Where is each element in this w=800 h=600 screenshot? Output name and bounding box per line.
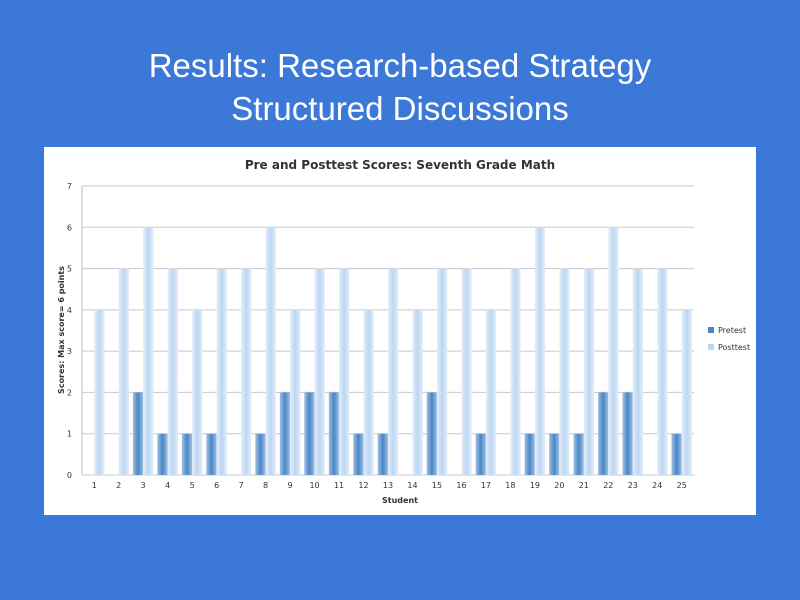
- bar-pretest-17: [475, 433, 486, 475]
- chart-panel: Pre and Posttest Scores: Seventh Grade M…: [44, 147, 756, 515]
- bar-pretest-9: [279, 392, 291, 475]
- slide-title: Results: Research-based Strategy Structu…: [0, 44, 800, 130]
- bar-pretest-12: [353, 433, 364, 475]
- bar-pretest-21: [573, 433, 584, 475]
- y-axis-title: Scores: Max score= 6 points: [57, 266, 66, 394]
- bar-pretest-15: [426, 392, 437, 475]
- x-tick-label: 12: [358, 481, 368, 490]
- bar-posttest-2: [118, 268, 130, 475]
- x-tick-label: 24: [652, 481, 662, 490]
- bar-posttest-18: [510, 268, 521, 475]
- bar-posttest-1: [94, 309, 105, 475]
- bar-posttest-8: [265, 227, 276, 475]
- y-tick-label: 1: [67, 430, 72, 439]
- bar-posttest-13: [388, 268, 399, 475]
- y-tick-label: 7: [67, 182, 72, 191]
- bar-posttest-23: [632, 268, 644, 475]
- chart-title: Pre and Posttest Scores: Seventh Grade M…: [245, 158, 555, 172]
- bar-posttest-15: [436, 268, 448, 475]
- bar-posttest-20: [559, 268, 570, 475]
- x-tick-label: 15: [432, 481, 442, 490]
- x-tick-label: 2: [116, 481, 121, 490]
- x-tick-label: 17: [481, 481, 491, 490]
- bar-pretest-4: [157, 433, 168, 475]
- x-tick-label: 7: [239, 481, 244, 490]
- bar-posttest-3: [143, 227, 154, 475]
- x-tick-label: 8: [263, 481, 268, 490]
- y-tick-label: 0: [67, 471, 72, 480]
- legend: Pretest Posttest: [708, 326, 750, 352]
- bar-pretest-5: [181, 433, 193, 475]
- bar-pretest-6: [206, 433, 217, 475]
- bar-pretest-13: [377, 433, 388, 475]
- bar-pretest-25: [671, 433, 682, 475]
- slide-title-line-2: Structured Discussions: [231, 90, 569, 127]
- x-tick-label: 25: [677, 481, 687, 490]
- legend-swatch-pretest: [708, 327, 714, 333]
- bar-pretest-19: [524, 433, 535, 475]
- x-tick-label: 18: [505, 481, 515, 490]
- x-tick-label: 21: [579, 481, 589, 490]
- bar-posttest-9: [290, 309, 301, 475]
- x-tick-label: 22: [603, 481, 613, 490]
- y-tick-label: 4: [67, 306, 72, 315]
- x-tick-label: 4: [165, 481, 170, 490]
- bar-posttest-10: [314, 268, 325, 475]
- bar-posttest-6: [216, 268, 227, 475]
- x-tick-label: 19: [530, 481, 540, 490]
- x-tick-label: 13: [383, 481, 393, 490]
- bar-posttest-5: [192, 309, 203, 475]
- y-tick-label: 6: [67, 223, 72, 232]
- x-tick-label: 5: [190, 481, 195, 490]
- x-tick-label: 9: [288, 481, 293, 490]
- x-tick-label: 1: [92, 481, 97, 490]
- bar-posttest-14: [412, 309, 423, 475]
- legend-label-pretest: Pretest: [718, 326, 746, 335]
- bar-posttest-21: [583, 268, 595, 475]
- slide-title-line-1: Results: Research-based Strategy: [148, 47, 652, 84]
- bar-pretest-23: [622, 392, 633, 475]
- bar-posttest-16: [461, 268, 472, 475]
- bar-posttest-25: [681, 309, 693, 475]
- x-tick-label: 23: [628, 481, 638, 490]
- bar-pretest-8: [255, 433, 266, 475]
- bar-chart: Pre and Posttest Scores: Seventh Grade M…: [57, 158, 750, 505]
- bars: [94, 227, 693, 475]
- bar-posttest-24: [657, 268, 668, 475]
- bar-pretest-22: [598, 392, 609, 475]
- bar-posttest-17: [485, 309, 497, 475]
- x-tick-label: 14: [407, 481, 417, 490]
- legend-swatch-posttest: [708, 344, 714, 350]
- bar-posttest-22: [608, 227, 619, 475]
- bar-posttest-4: [167, 268, 178, 475]
- bar-pretest-11: [328, 392, 340, 475]
- x-tick-label: 6: [214, 481, 219, 490]
- bar-posttest-11: [339, 268, 350, 475]
- x-tick-label: 3: [141, 481, 146, 490]
- bar-posttest-12: [363, 309, 374, 475]
- x-tick-label: 20: [554, 481, 564, 490]
- bar-posttest-19: [534, 227, 546, 475]
- x-axis-title: Student: [382, 496, 418, 505]
- y-tick-label: 2: [67, 388, 72, 397]
- x-tick-label: 11: [334, 481, 344, 490]
- bar-posttest-7: [241, 268, 252, 475]
- y-tick-label: 3: [67, 347, 72, 356]
- x-tick-label: 16: [456, 481, 466, 490]
- bar-pretest-3: [132, 392, 144, 475]
- y-tick-label: 5: [67, 265, 72, 274]
- bar-pretest-20: [549, 433, 560, 475]
- x-tick-label: 10: [309, 481, 319, 490]
- bar-pretest-10: [304, 392, 315, 475]
- legend-label-posttest: Posttest: [718, 343, 750, 352]
